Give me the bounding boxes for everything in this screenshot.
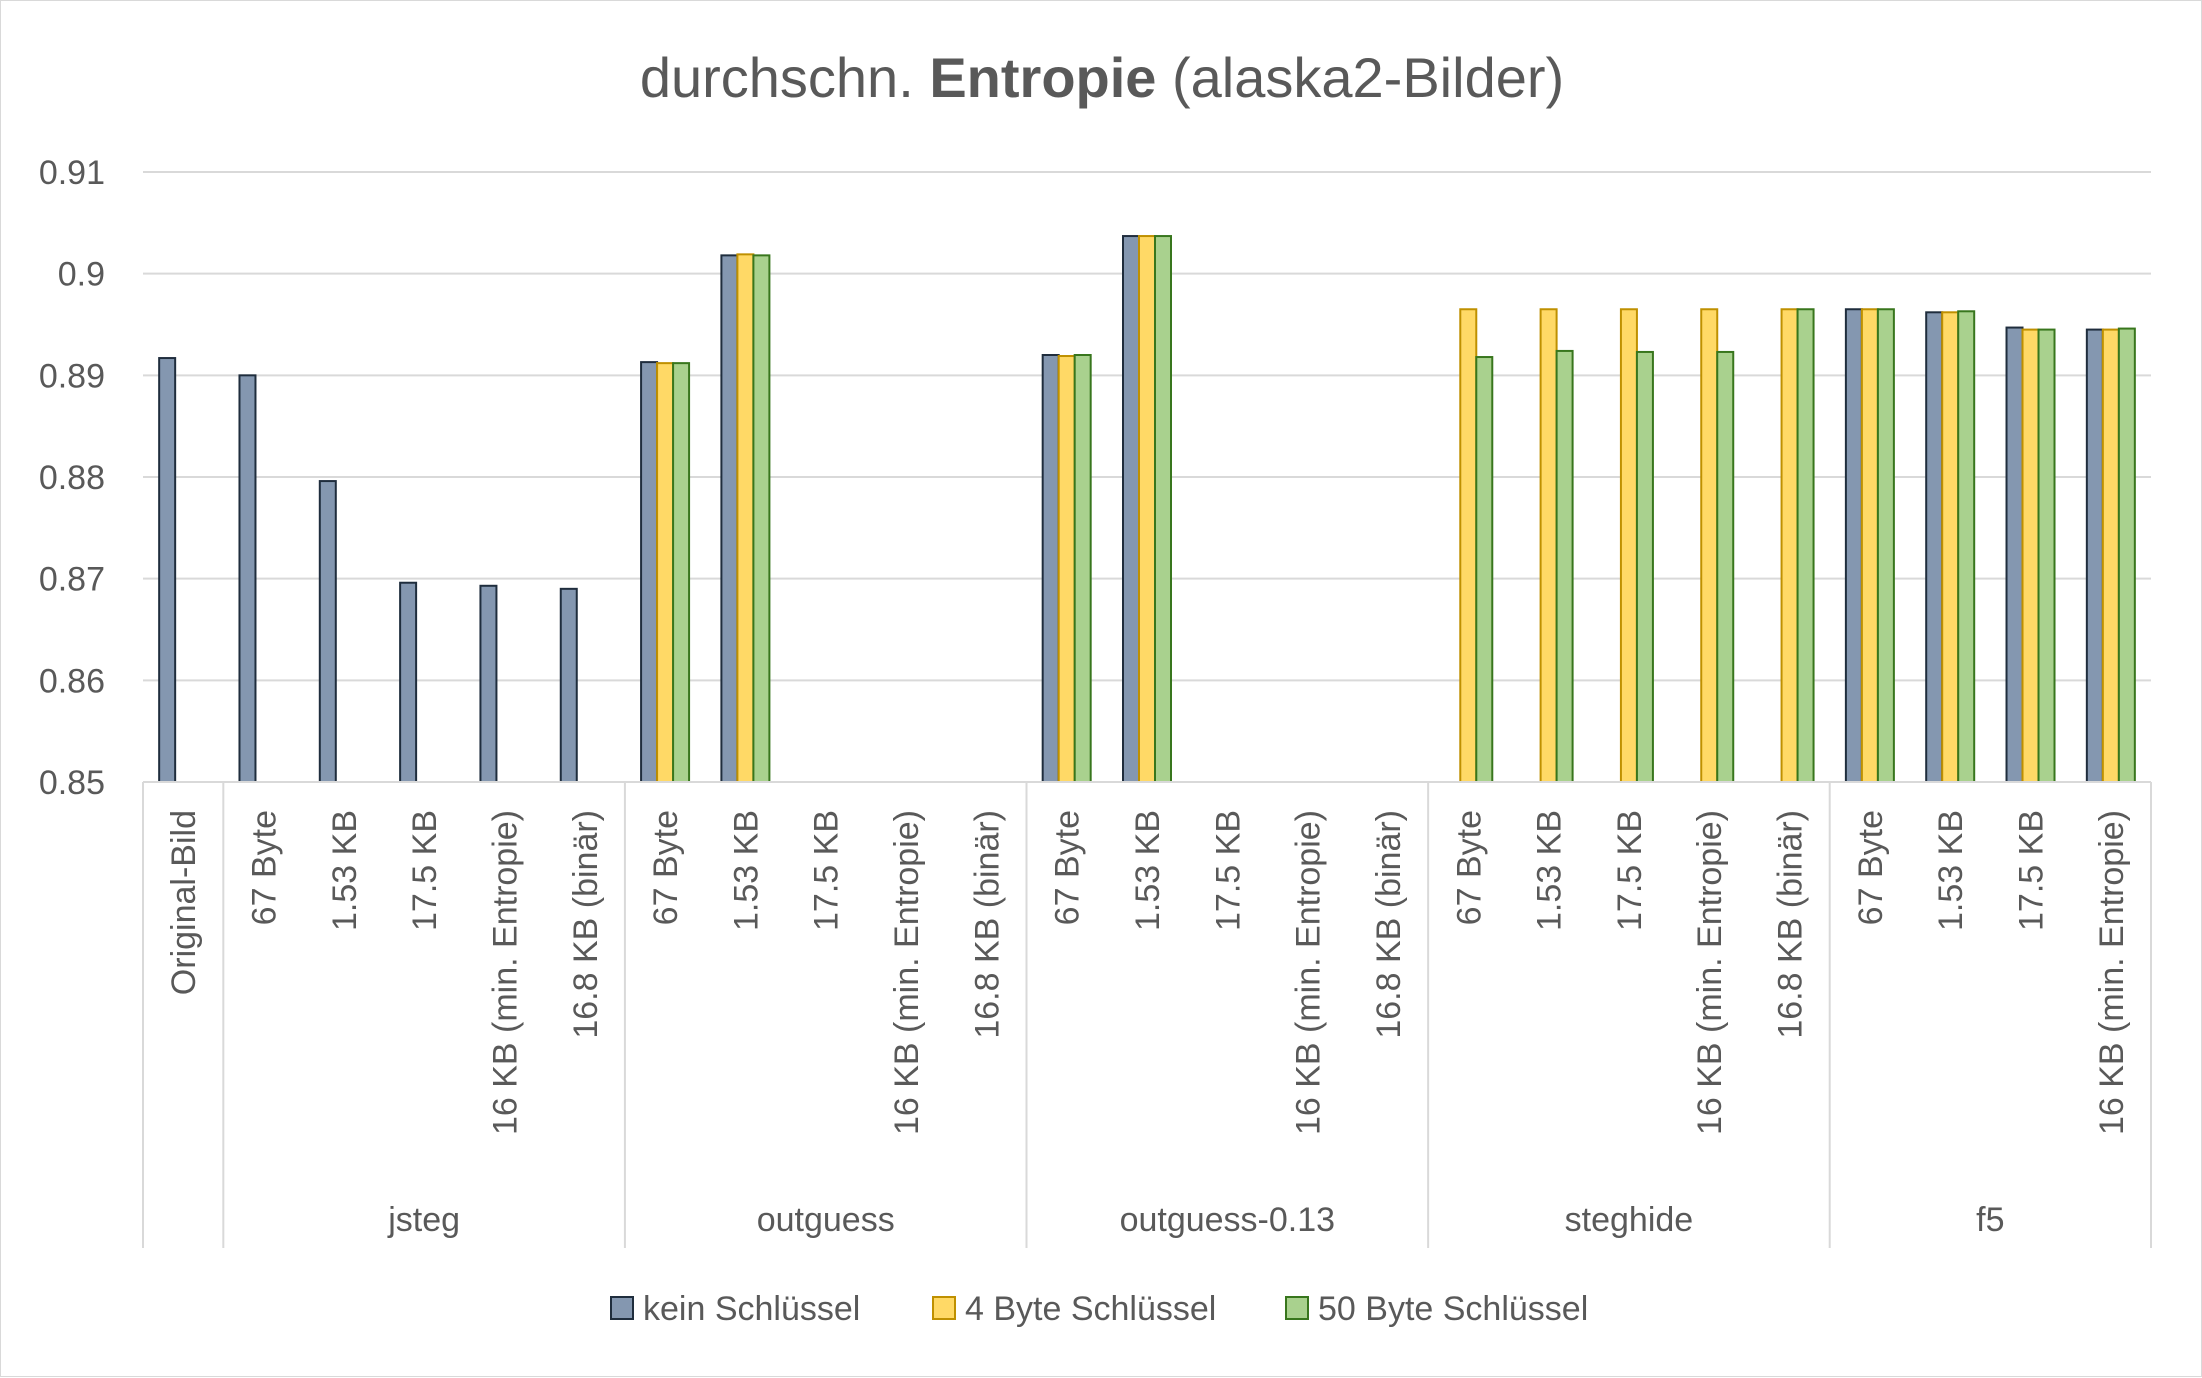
x-category-label: 67 Byte <box>1852 810 1890 925</box>
bar-50-byte-schl-ssel-23 <box>2037 328 2056 783</box>
y-tick-label: 0.86 <box>39 662 105 700</box>
legend-swatch <box>610 1296 634 1320</box>
x-category-label: 1.53 KB <box>727 810 765 931</box>
x-category-label: 16 KB (min. Entropie) <box>2093 810 2131 1135</box>
bar-50-byte-schl-ssel-20 <box>1796 308 1815 783</box>
x-category-label: 16 KB (min. Entropie) <box>486 810 524 1135</box>
bar-50-byte-schl-ssel-17 <box>1555 349 1574 783</box>
x-category-label: 1.53 KB <box>1932 810 1970 931</box>
bar-kein-schl-ssel-3 <box>399 581 418 783</box>
bar-50-byte-schl-ssel-21 <box>1876 308 1895 783</box>
bar-50-byte-schl-ssel-22 <box>1957 310 1976 783</box>
x-group-label: steghide <box>1565 1201 1694 1239</box>
x-category-label: 17.5 KB <box>2013 810 2051 931</box>
bar-4-byte-schl-ssel-12 <box>1138 235 1156 784</box>
y-tick-label: 0.88 <box>39 459 105 497</box>
bar-kein-schl-ssel-7 <box>720 254 739 784</box>
x-category-label: 16 KB (min. Entropie) <box>1691 810 1729 1135</box>
x-category-label: 16.8 KB (binär) <box>1370 810 1408 1039</box>
bar-50-byte-schl-ssel-24 <box>2117 327 2136 783</box>
legend-swatch <box>1285 1296 1309 1320</box>
x-category-label: 67 Byte <box>1450 810 1488 925</box>
x-category-label: 17.5 KB <box>1209 810 1247 931</box>
x-axis: Original-Bild 67 Byte 1.53 KB 17.5 KB 16 KB … <box>142 781 2152 1248</box>
x-group-label: outguess <box>757 1201 895 1239</box>
y-tick-label: 0.85 <box>39 764 105 802</box>
bar-4-byte-schl-ssel-6 <box>656 362 675 783</box>
bar-kein-schl-ssel-5 <box>559 587 578 783</box>
bar-50-byte-schl-ssel-7 <box>752 254 771 784</box>
legend-label: 50 Byte Schlüssel <box>1318 1290 1588 1328</box>
bar-4-byte-schl-ssel-24 <box>2101 328 2120 783</box>
bar-kein-schl-ssel-2 <box>318 480 337 783</box>
bar-50-byte-schl-ssel-12 <box>1154 235 1172 784</box>
bar-kein-schl-ssel-23 <box>2005 326 2024 783</box>
bar-4-byte-schl-ssel-17 <box>1539 308 1558 783</box>
bar-4-byte-schl-ssel-16 <box>1459 308 1478 783</box>
chart-title-prefix: durchschn. <box>640 46 930 109</box>
x-group-label: f5 <box>1976 1201 2004 1239</box>
legend-label: 4 Byte Schlüssel <box>965 1290 1216 1328</box>
y-axis-tick-labels: 0.85 0.86 0.87 0.88 0.89 0.9 0.91 <box>39 154 105 802</box>
y-tick-label: 0.87 <box>39 561 105 599</box>
x-category-label: 16.8 KB (binär) <box>1772 810 1810 1039</box>
y-tick-label: 0.9 <box>58 256 105 294</box>
y-tick-label: 0.91 <box>39 154 105 192</box>
x-category-label: 17.5 KB <box>808 810 846 931</box>
bar-50-byte-schl-ssel-6 <box>672 362 691 783</box>
bar-50-byte-schl-ssel-16 <box>1475 356 1494 783</box>
x-category-label: 17.5 KB <box>1611 810 1649 931</box>
x-category-label: 67 Byte <box>1049 810 1087 925</box>
x-category-label: 16 KB (min. Entropie) <box>1290 810 1328 1135</box>
legend-label: kein Schlüssel <box>643 1290 860 1328</box>
bar-4-byte-schl-ssel-20 <box>1780 308 1799 783</box>
x-category-label: 16.8 KB (binär) <box>567 810 605 1039</box>
bar-4-byte-schl-ssel-19 <box>1700 308 1719 783</box>
bar-4-byte-schl-ssel-22 <box>1941 311 1960 783</box>
x-category-label: 16.8 KB (binär) <box>968 810 1006 1039</box>
x-group-label: outguess-0.13 <box>1120 1201 1336 1239</box>
bar-kein-schl-ssel-1 <box>238 374 257 783</box>
chart-title: durchschn. Entropie (alaska2-Bilder) <box>640 46 1564 109</box>
bar-kein-schl-ssel-6 <box>640 361 659 783</box>
x-category-label: 1.53 KB <box>1531 810 1569 931</box>
x-category-label: 16 KB (min. Entropie) <box>888 810 926 1135</box>
bar-kein-schl-ssel-12 <box>1122 235 1140 784</box>
x-category-label: Original-Bild <box>165 810 203 995</box>
x-category-label: 67 Byte <box>647 810 685 925</box>
bar-kein-schl-ssel-24 <box>2085 328 2104 783</box>
bar-kein-schl-ssel-22 <box>1925 311 1944 783</box>
bar-kein-schl-ssel-0 <box>158 357 177 783</box>
bar-4-byte-schl-ssel-18 <box>1619 308 1638 783</box>
bar-50-byte-schl-ssel-19 <box>1716 350 1735 783</box>
x-category-label: 17.5 KB <box>406 810 444 931</box>
x-group-label: jsteg <box>387 1201 460 1239</box>
chart-title-suffix: (alaska2-Bilder) <box>1156 46 1564 109</box>
bar-4-byte-schl-ssel-7 <box>736 253 755 784</box>
bar-50-byte-schl-ssel-11 <box>1073 354 1092 783</box>
bars <box>158 235 2136 784</box>
bar-kein-schl-ssel-21 <box>1844 308 1863 783</box>
bar-kein-schl-ssel-11 <box>1041 354 1060 783</box>
bar-4-byte-schl-ssel-23 <box>2021 328 2040 783</box>
chart-title-bold: Entropie <box>929 46 1156 109</box>
x-category-label: 1.53 KB <box>326 810 364 931</box>
y-tick-label: 0.89 <box>39 357 105 395</box>
bar-4-byte-schl-ssel-11 <box>1057 355 1076 783</box>
bar-4-byte-schl-ssel-21 <box>1860 308 1879 783</box>
legend-swatch <box>932 1296 956 1320</box>
legend: kein Schlüssel 4 Byte Schlüssel 50 Byte Sc… <box>610 1290 1588 1328</box>
bar-50-byte-schl-ssel-18 <box>1635 350 1654 783</box>
bar-kein-schl-ssel-4 <box>479 584 498 783</box>
x-category-label: 1.53 KB <box>1129 810 1167 931</box>
x-category-label: 67 Byte <box>245 810 283 925</box>
